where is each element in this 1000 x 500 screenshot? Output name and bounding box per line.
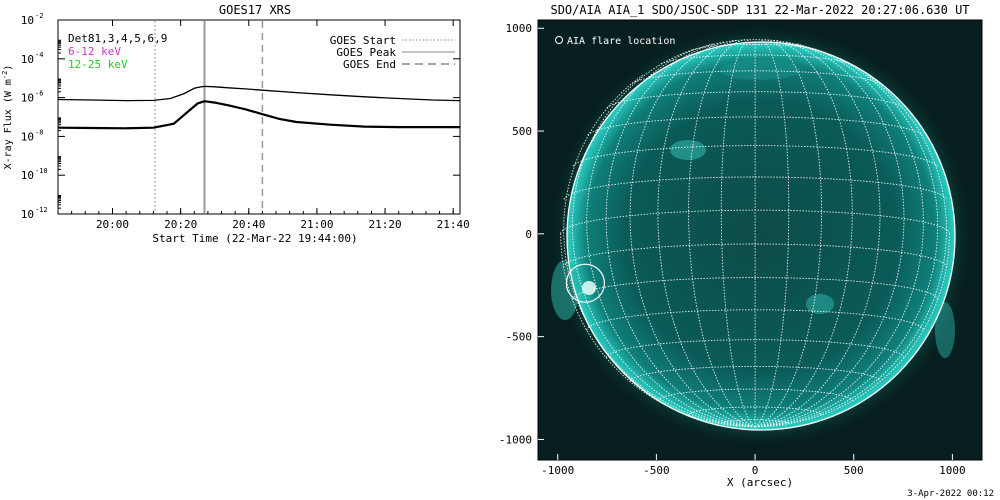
goes-panel: GOES17 XRS 20:00 20:20 20:40 21:00 21:20 21:4… [1,3,470,245]
goes-plot-frame [57,19,461,215]
heliographic-grid [560,39,950,428]
goes-band-low-label: 6-12 keV [68,45,121,58]
aia-x-tick-label: 500 [844,464,864,477]
grid-longitude-line [605,41,756,428]
goes-y-tick-exponent: -8 [35,128,43,136]
goes-y-tick-exponent: -6 [35,90,43,98]
goes-y-tick-label: 10 [21,130,34,143]
goes-title: GOES17 XRS [219,3,291,17]
legend-goes-end-label: GOES End [343,58,396,71]
goes-x-tick-label: 21:00 [300,218,333,231]
aia-y-tick-label: 500 [512,125,532,138]
goes-y-tick-exponent: -10 [35,167,48,175]
goes-detector-label: Det81,3,4,5,6,9 [68,32,167,45]
grid-latitude-line [731,39,779,42]
aia-y-tick-label: 1000 [506,22,533,35]
aia-y-ticks: -1000 -500 0 500 1000 [499,22,544,446]
goes-legend: GOES Start GOES Peak GOES End [330,34,455,71]
aia-x-tick-label: -1000 [541,464,574,477]
aia-panel: SDO/AIA AIA_1 SDO/JSOC-SDP 131 22-Mar-20… [499,3,994,499]
grid-latitude-line [606,91,904,109]
aia-x-tick-label: 1000 [939,464,966,477]
goes-y-tick-label: 10 [21,208,34,221]
aia-x-tick-label: -500 [643,464,670,477]
aia-y-tick-label: -1000 [499,433,532,446]
goes-y-tick-exponent: -2 [35,12,43,20]
flare-location-circle [565,263,606,303]
goes-x-tick-label: 20:20 [164,218,197,231]
grid-longitude-line [755,49,939,428]
aia-x-axis-label: X (arcsec) [727,476,793,489]
active-region-limb-west [935,302,955,358]
grid-latitude-line [563,176,947,200]
flare-bright-kernel [582,281,596,295]
legend-goes-peak-label: GOES Peak [336,46,396,59]
grid-longitude-line [563,74,756,428]
aia-y-tick-label: 0 [525,228,532,241]
goes-y-axis-label: X-ray Flux (W m-2) [1,65,14,170]
goes-ylabel-exp: -2 [1,71,9,79]
goes-y-tick-label: 10 [21,92,34,105]
grid-longitude-line [755,41,905,428]
grid-longitude-line [755,74,947,428]
flare-legend-label: AIA flare location [567,36,675,47]
goes-x-tick-label: 21:20 [368,218,401,231]
goes-x-tick-label: 20:40 [232,218,265,231]
goes-band-high-label: 12-25 keV [68,58,128,71]
grid-latitude-line [563,243,947,268]
goes-series-line-2 [57,100,460,130]
grid-longitude-line [754,39,853,428]
goes-y-tick-label: 10 [21,14,34,27]
active-region-north [720,60,800,80]
grid-longitude-line [571,49,756,428]
goes-y-tick-label: 10 [21,53,34,66]
aia-x-ticks: -1000 -500 0 500 1000 [541,454,966,477]
grid-longitude-line [688,39,756,428]
solar-limb [566,41,956,431]
goes-series [57,85,461,130]
grid-longitude-line [754,39,822,428]
grid-longitude-line [754,39,790,428]
aia-plot-frame [537,19,983,461]
aia-y-tick-label: -500 [506,331,533,344]
grid-longitude-line [720,39,756,428]
goes-y-tick-exponent: -4 [35,51,43,59]
goes-x-tick-label: 21:40 [437,218,470,231]
grid-latitude-line [587,116,923,136]
grid-longitude-line [629,40,756,428]
goes-x-tick-label: 20:00 [96,218,129,231]
goes-y-tick-exponent: -12 [35,206,48,214]
grid-latitude-line [631,70,879,84]
goes-x-ticks: 20:00 20:20 20:40 21:00 21:20 21:40 [57,20,470,231]
solar-disk [567,42,955,430]
goes-ylabel-prefix: X-ray Flux (W m [3,79,14,169]
legend-goes-start-label: GOES Start [330,34,396,47]
grid-longitude-line [755,40,881,428]
grid-latitude-line [720,419,790,424]
goes-x-axis-label: Start Time (22-Mar-22 19:44:00) [152,232,357,245]
active-region-ne [670,140,706,160]
grid-longitude-line [657,39,756,428]
goes-ylabel-suffix: ) [3,65,14,71]
aia-title: SDO/AIA AIA_1 SDO/JSOC-SDP 131 22-Mar-20… [550,3,969,17]
goes-event-markers [154,21,264,213]
goes-y-tick-label: 10 [21,169,34,182]
grid-latitude-line [572,145,938,167]
active-region-limb-east [551,260,579,320]
goes-series-line-1 [57,85,461,102]
flare-legend-icon [555,36,563,44]
aia-footer-timestamp: 3-Apr-2022 00:12 [907,489,994,499]
aia-x-tick-label: 0 [752,464,759,477]
